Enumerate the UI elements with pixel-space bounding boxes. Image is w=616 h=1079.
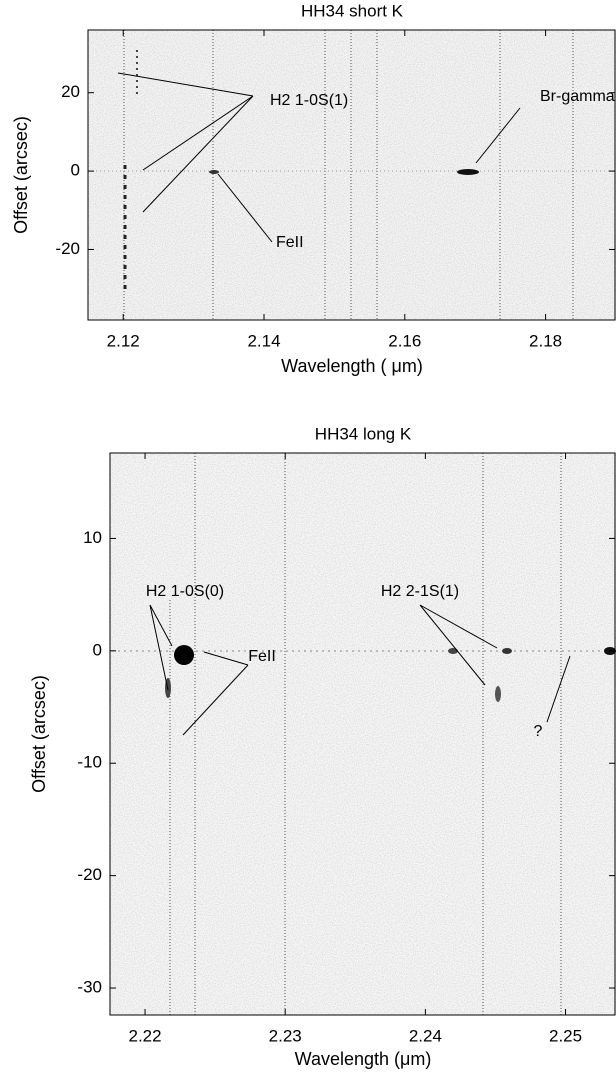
x-tick-label: 2.14 [247, 331, 280, 350]
plot-frame [109, 452, 616, 1016]
x-axis-label: Wavelength ( μm) [281, 356, 423, 376]
annotation: ? [534, 723, 543, 740]
y-tick-label: 20 [61, 82, 80, 101]
annotation: H2 1-0S(0) [146, 583, 224, 600]
annotation-leaders [117, 72, 571, 736]
x-tick-label: 2.16 [388, 331, 421, 350]
x-tick-label: 2.12 [107, 331, 140, 350]
y-axis-label: Offset (arcsec) [11, 116, 31, 234]
y-axis-label: Offset (arcsec) [29, 675, 49, 793]
annotation: H2 2-1S(1) [381, 583, 459, 600]
y-tick-label: -20 [55, 239, 80, 258]
y-tick-label: -30 [77, 978, 102, 997]
y-tick-label: -20 [77, 865, 102, 884]
chart-title: HH34 short K [301, 1, 404, 20]
x-tick-label: 2.18 [529, 331, 562, 350]
x-axis-label: Wavelength (μm) [295, 1049, 432, 1069]
y-tick-label: 10 [83, 528, 102, 547]
annotation: FeII [276, 234, 304, 251]
annotation: H2 1-0S(1) [270, 92, 348, 109]
y-tick-label: -10 [77, 753, 102, 772]
spectrum-background [110, 453, 616, 1015]
x-tick-label: 2.24 [409, 1026, 442, 1045]
y-tick-label: 0 [71, 161, 80, 180]
annotation: FeII [248, 648, 276, 665]
spectrum-background [88, 30, 616, 320]
chart-title: HH34 long K [315, 424, 412, 443]
x-tick-label: 2.25 [549, 1026, 582, 1045]
y-tick-label: 0 [93, 640, 102, 659]
annotation: Br-gamma [540, 88, 615, 105]
x-tick-label: 2.22 [128, 1026, 161, 1045]
plot-frame [87, 29, 616, 321]
x-tick-label: 2.23 [269, 1026, 302, 1045]
